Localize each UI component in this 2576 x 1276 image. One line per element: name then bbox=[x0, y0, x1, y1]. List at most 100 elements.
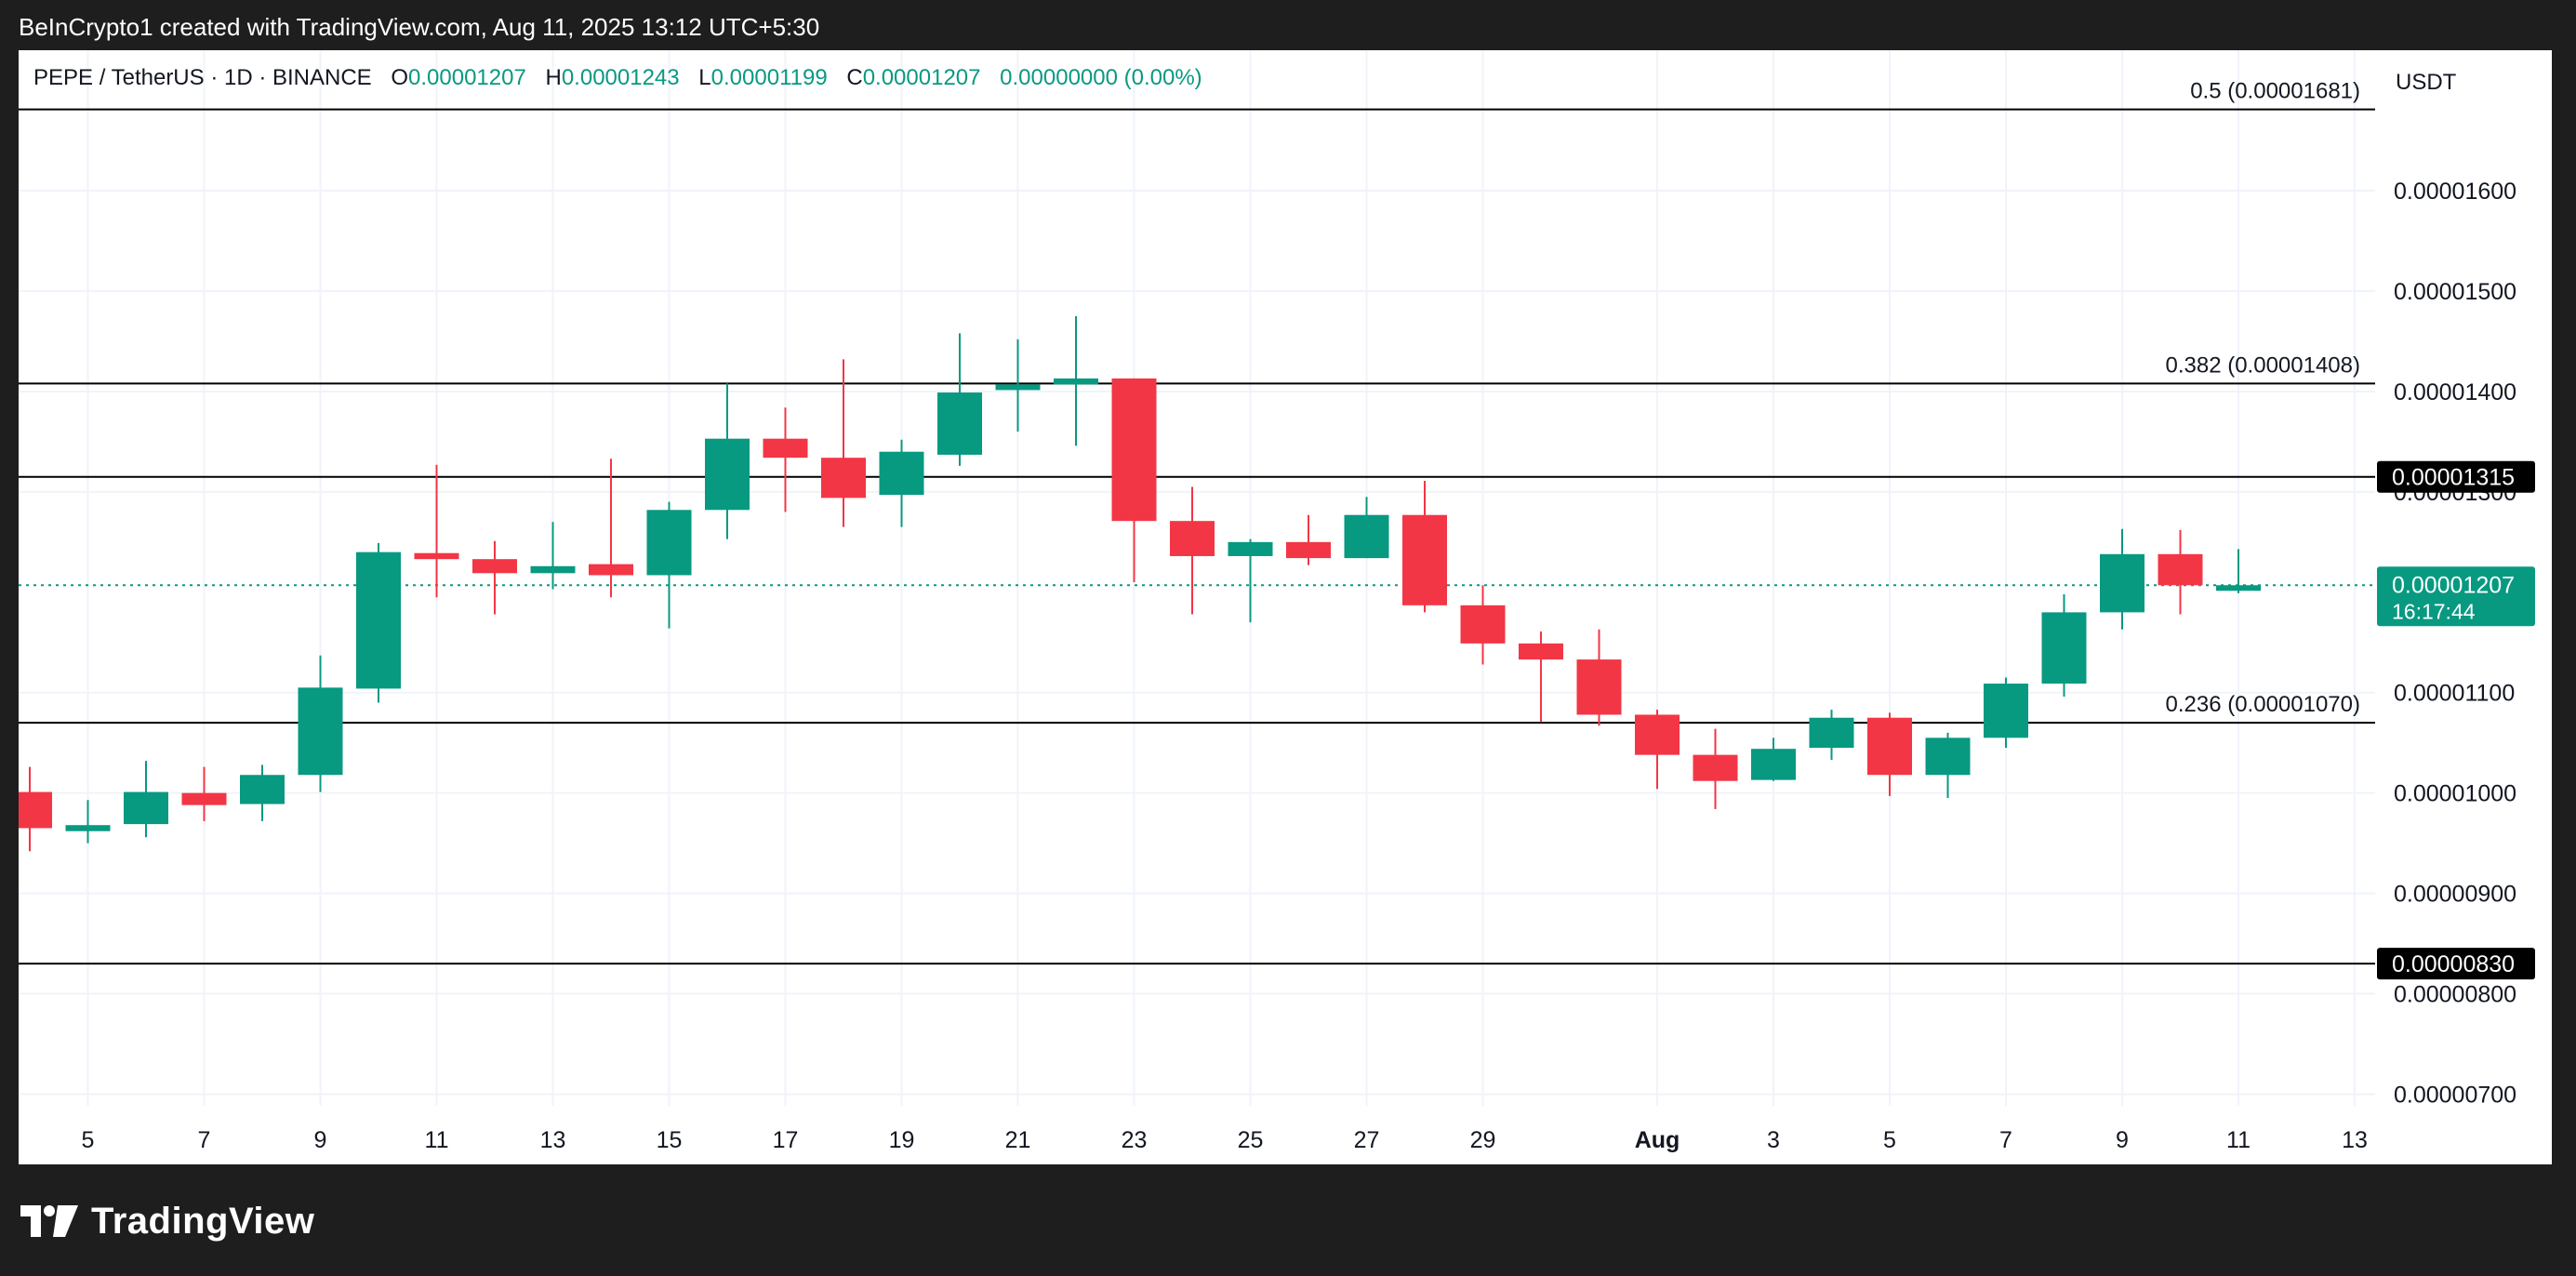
current-price-badge bbox=[2377, 566, 2535, 627]
candle-body bbox=[1228, 541, 1273, 556]
level-price-badge bbox=[2377, 460, 2535, 493]
time-tick-label: 25 bbox=[1238, 1127, 1264, 1153]
price-tick-label: 0.00001100 bbox=[2394, 681, 2515, 707]
low-label: L bbox=[698, 65, 711, 90]
price-tick-label: 0.00000700 bbox=[2394, 1082, 2516, 1108]
time-tick-label: 17 bbox=[773, 1127, 799, 1153]
candle-body bbox=[298, 687, 343, 776]
open-label: O bbox=[391, 65, 409, 90]
candle-body bbox=[1809, 717, 1854, 749]
countdown-label: 16:17:44 bbox=[2392, 599, 2476, 623]
time-tick-label: 21 bbox=[1005, 1127, 1031, 1153]
time-tick-label: 7 bbox=[198, 1127, 211, 1153]
candle-body bbox=[1054, 378, 1098, 385]
price-tick-label: 0.00001400 bbox=[2394, 379, 2516, 405]
candle-body bbox=[414, 552, 459, 560]
candles bbox=[19, 316, 2261, 852]
high-label: H bbox=[545, 65, 562, 90]
candle-body bbox=[879, 451, 924, 496]
candle-body bbox=[763, 438, 808, 459]
time-tick-label: 11 bbox=[425, 1127, 449, 1153]
time-tick-label: 13 bbox=[2342, 1127, 2368, 1153]
price-tick-label: 0.00000800 bbox=[2394, 982, 2516, 1008]
price-axis[interactable]: USDT 0.00001600 0.00001500 0.00001400 0.0000… bbox=[2377, 70, 2535, 1108]
change-value: 0.00000000 (0.00%) bbox=[1000, 65, 1202, 90]
candle-body bbox=[1635, 714, 1680, 755]
low-value: 0.00001199 bbox=[710, 65, 828, 90]
time-tick-label: 29 bbox=[1470, 1127, 1496, 1153]
time-tick-label: 5 bbox=[1883, 1127, 1896, 1153]
time-tick-label: 3 bbox=[1767, 1127, 1780, 1153]
candle-body bbox=[1170, 521, 1215, 556]
candle-body bbox=[530, 565, 576, 574]
chart-caption: BeInCrypto1 created with TradingView.com… bbox=[19, 13, 820, 41]
candle-body bbox=[2216, 585, 2261, 591]
time-tick-label: 5 bbox=[82, 1127, 95, 1153]
price-tick-label: 0.00001000 bbox=[2394, 781, 2516, 807]
close-label: C bbox=[846, 65, 863, 90]
fib-level-label: 0.5 (0.00001681) bbox=[2190, 79, 2360, 104]
candle-body bbox=[124, 791, 168, 825]
time-tick-label: 9 bbox=[314, 1127, 327, 1153]
tradingview-logo-icon bbox=[20, 1205, 78, 1237]
time-tick-label: 19 bbox=[889, 1127, 915, 1153]
candle-body bbox=[705, 438, 750, 511]
level-price-badge-text: 0.00001315 bbox=[2392, 465, 2515, 491]
candle-body bbox=[181, 792, 227, 805]
candle-body bbox=[65, 825, 111, 831]
candle-body bbox=[1984, 684, 2028, 738]
candle-body bbox=[240, 775, 285, 804]
candle-body bbox=[472, 559, 517, 574]
tradingview-brand[interactable]: TradingView bbox=[20, 1198, 314, 1244]
fib-level-label: 0.236 (0.00001070) bbox=[2165, 692, 2360, 717]
time-tick-label: 7 bbox=[1999, 1127, 2012, 1153]
currency-label: USDT bbox=[2396, 70, 2457, 95]
candlestick-chart[interactable]: 0.5 (0.00001681) 0.382 (0.00001408) 0.236 … bbox=[19, 50, 2552, 1164]
high-value: 0.00001243 bbox=[561, 65, 680, 90]
candle-body bbox=[19, 791, 52, 829]
level-price-badge bbox=[2377, 948, 2535, 980]
candle-body bbox=[995, 384, 1041, 391]
time-tick-month-label: Aug bbox=[1635, 1127, 1680, 1153]
candle-body bbox=[1344, 514, 1389, 559]
time-axis[interactable]: 5 7 9 11 13 15 17 19 21 23 25 27 29 Aug 3 5 7 9 11 13 bbox=[82, 1127, 2368, 1153]
candle-body bbox=[1751, 749, 1796, 780]
candle-body bbox=[1111, 378, 1157, 522]
candle-body bbox=[1576, 659, 1622, 715]
price-levels: 0.5 (0.00001681) 0.382 (0.00001408) 0.236 … bbox=[19, 79, 2375, 965]
price-tick-label: 0.00000900 bbox=[2394, 882, 2516, 908]
price-tick-label: 0.00001600 bbox=[2394, 179, 2516, 205]
candle-body bbox=[2158, 553, 2203, 586]
candle-body bbox=[1460, 605, 1506, 644]
time-tick-label: 11 bbox=[2226, 1127, 2251, 1153]
symbol-title[interactable]: PEPE / TetherUS · 1D · BINANCE bbox=[33, 65, 372, 90]
candle-body bbox=[1286, 541, 1331, 559]
price-tick-label: 0.00001500 bbox=[2394, 279, 2516, 305]
time-tick-label: 9 bbox=[2116, 1127, 2129, 1153]
top-bar: BeInCrypto1 created with TradingView.com… bbox=[0, 0, 2576, 50]
candle-body bbox=[1867, 717, 1912, 776]
open-value: 0.00001207 bbox=[408, 65, 526, 90]
fib-level-label: 0.382 (0.00001408) bbox=[2165, 352, 2360, 378]
candle-body bbox=[937, 392, 982, 455]
candle-body bbox=[589, 564, 633, 576]
footer bbox=[0, 1164, 2576, 1276]
time-tick-label: 15 bbox=[657, 1127, 683, 1153]
time-tick-label: 27 bbox=[1354, 1127, 1380, 1153]
brand-name: TradingView bbox=[91, 1200, 315, 1242]
candle-body bbox=[1519, 643, 1563, 660]
level-price-badge-text: 0.00000830 bbox=[2392, 951, 2515, 977]
candle-body bbox=[821, 458, 866, 498]
candle-body bbox=[1925, 738, 1971, 776]
time-tick-label: 13 bbox=[540, 1127, 566, 1153]
chart-panel[interactable]: 0.5 (0.00001681) 0.382 (0.00001408) 0.236 … bbox=[19, 50, 2552, 1164]
ohlc-legend: PEPE / TetherUS · 1D · BINANCE O0.000012… bbox=[33, 65, 1202, 91]
candle-body bbox=[356, 552, 401, 689]
candle-body bbox=[646, 510, 692, 576]
candle-body bbox=[1693, 754, 1738, 781]
candle-body bbox=[2041, 612, 2087, 685]
time-tick-label: 23 bbox=[1122, 1127, 1148, 1153]
candle-body bbox=[1402, 514, 1447, 605]
candle-body bbox=[2100, 553, 2144, 613]
close-value: 0.00001207 bbox=[862, 65, 981, 90]
